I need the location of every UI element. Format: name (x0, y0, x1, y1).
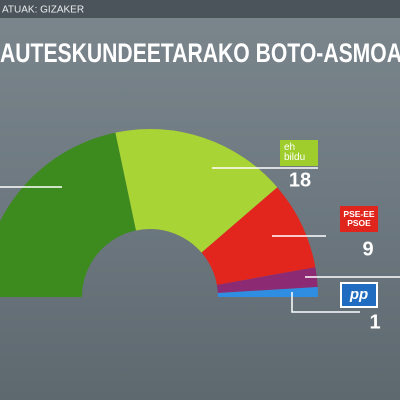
source: ATUAK: GIZAKER (2, 5, 84, 16)
source-strip (0, 0, 400, 18)
seat-count: 1 (369, 311, 380, 333)
seat-segment (201, 187, 316, 285)
seat-count: 9 (362, 238, 373, 260)
seat-segment (115, 129, 278, 253)
party-logo: eh bildu (280, 140, 318, 166)
party-logo: PSE-EE PSOE (340, 206, 378, 232)
seat-count: 18 (289, 169, 311, 191)
leader-line (291, 292, 360, 313)
chart-title: AUTESKUNDEETARAKO BOTO-ASMOA (0, 38, 400, 68)
seat-segment (0, 132, 136, 297)
seat-segment (217, 287, 318, 297)
party-logo: pp (340, 282, 378, 308)
seat-segment (216, 267, 318, 293)
